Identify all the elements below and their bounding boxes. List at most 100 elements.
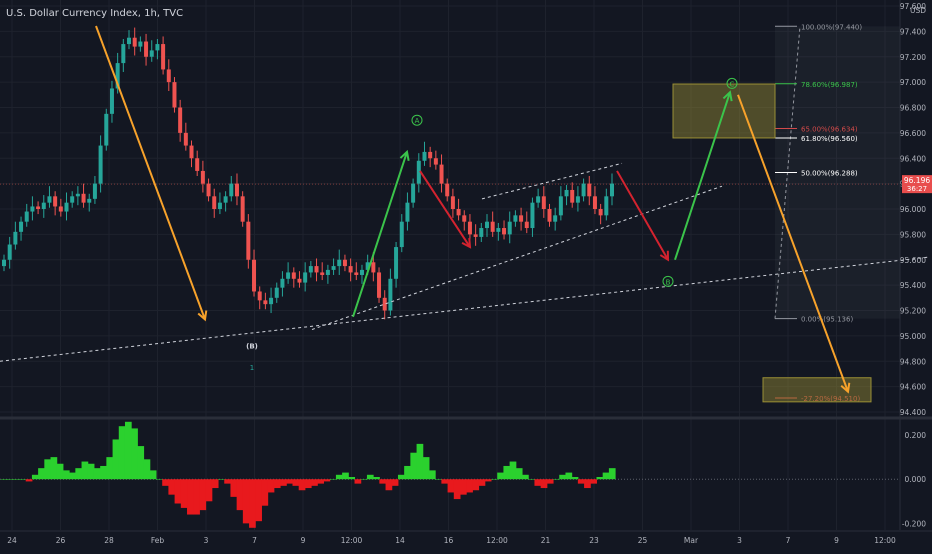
histogram-bar xyxy=(348,477,356,480)
candle xyxy=(575,186,580,212)
arrow-up-green-1[interactable] xyxy=(352,149,410,318)
histogram-bar xyxy=(584,479,591,489)
candle xyxy=(303,262,308,292)
candle-body xyxy=(252,259,257,292)
candle xyxy=(337,249,342,275)
histogram-bar xyxy=(236,479,244,511)
y-tick-label: 97.200 xyxy=(900,53,926,62)
arrow-down-orange-2[interactable] xyxy=(737,94,851,394)
candle xyxy=(7,236,12,269)
candle xyxy=(388,268,393,316)
wave-label-1: 1 xyxy=(250,364,254,372)
candle-body xyxy=(121,44,126,64)
candle xyxy=(439,154,444,193)
arrow-head xyxy=(722,90,733,102)
candle xyxy=(570,182,575,208)
candle xyxy=(445,178,450,202)
candle-body xyxy=(558,196,563,216)
arrow-down-red-2[interactable] xyxy=(616,170,670,262)
y-tick-label: 95.200 xyxy=(900,307,926,316)
candle-body xyxy=(331,266,336,270)
wave-label-ring xyxy=(662,275,674,287)
arrow-shaft xyxy=(674,91,731,261)
trendline-lower-channel[interactable] xyxy=(311,185,723,331)
y-tick-label: 95.400 xyxy=(900,281,926,290)
histogram-bar xyxy=(484,479,492,482)
candle-body xyxy=(592,196,597,209)
candle xyxy=(104,108,109,151)
histogram-bar xyxy=(162,479,169,486)
candle xyxy=(223,191,228,212)
bar-countdown: 36:27 xyxy=(907,185,927,193)
candle xyxy=(234,173,239,206)
candle xyxy=(416,153,421,193)
candle xyxy=(19,216,24,241)
histogram-bar xyxy=(87,463,95,480)
arrow-down-red-1[interactable] xyxy=(419,170,472,249)
candle xyxy=(411,178,416,208)
candle-body xyxy=(342,259,347,267)
candle xyxy=(70,191,75,208)
histogram-bar xyxy=(280,479,287,486)
candle-body xyxy=(405,202,410,222)
histogram-bar xyxy=(559,474,566,480)
histogram-bar xyxy=(441,479,449,484)
oscillator-y-tick-label: -0.200 xyxy=(902,519,926,528)
x-tick-label: 9 xyxy=(301,536,306,545)
histogram-bar xyxy=(149,470,157,480)
candle xyxy=(81,183,86,208)
histogram-bar xyxy=(472,479,480,491)
trendline-upper-channel[interactable] xyxy=(481,162,623,200)
histogram-bar xyxy=(397,474,405,480)
y-tick-label: 96.000 xyxy=(900,205,926,214)
candle xyxy=(564,184,569,206)
candle xyxy=(41,195,46,218)
histogram-bar xyxy=(497,472,504,480)
histogram-bar xyxy=(565,472,573,480)
candle-body xyxy=(433,158,438,165)
histogram-bar xyxy=(292,479,300,486)
histogram-bar xyxy=(249,479,256,528)
candle-body xyxy=(377,272,382,298)
target-zone-lower[interactable] xyxy=(762,377,872,403)
histogram-bar xyxy=(93,468,101,480)
x-tick-label: 25 xyxy=(638,536,648,545)
candle-body xyxy=(365,262,370,270)
arrow-shaft xyxy=(737,94,849,393)
candle-body xyxy=(359,269,364,275)
x-tick-label: 9 xyxy=(834,536,839,545)
arrow-down-orange-1[interactable] xyxy=(95,25,208,322)
candle xyxy=(155,38,160,60)
x-tick-label: 14 xyxy=(395,536,405,545)
candle-body xyxy=(382,297,387,311)
x-tick-label: 16 xyxy=(444,536,454,545)
y-tick-label: 97.600 xyxy=(900,2,926,11)
drawing-tools[interactable]: 100.00%(97.440) 78.60%(96.987) 65.00%(96.6… xyxy=(0,23,929,403)
candle-body xyxy=(144,41,149,57)
candle-body xyxy=(7,244,12,260)
candle-body xyxy=(411,183,416,203)
candle xyxy=(536,188,541,208)
histogram-bar xyxy=(273,479,281,489)
candle-body xyxy=(149,50,154,57)
arrow-up-green-2[interactable] xyxy=(674,90,733,261)
candle xyxy=(212,188,217,218)
x-tick-label: Mar xyxy=(684,536,699,545)
candle-body xyxy=(286,272,291,279)
wave-label-text: C xyxy=(730,80,735,88)
histogram-bar xyxy=(596,477,604,480)
candle-body xyxy=(467,221,472,235)
candle-body xyxy=(371,262,376,273)
y-tick-label: 96.600 xyxy=(900,129,926,138)
candle xyxy=(2,254,6,272)
candle xyxy=(507,211,512,244)
histogram-bar xyxy=(460,479,467,495)
candle xyxy=(58,198,63,217)
candle-body xyxy=(502,228,507,235)
y-tick-label: 96.400 xyxy=(900,154,926,163)
histogram-bar xyxy=(100,465,107,480)
